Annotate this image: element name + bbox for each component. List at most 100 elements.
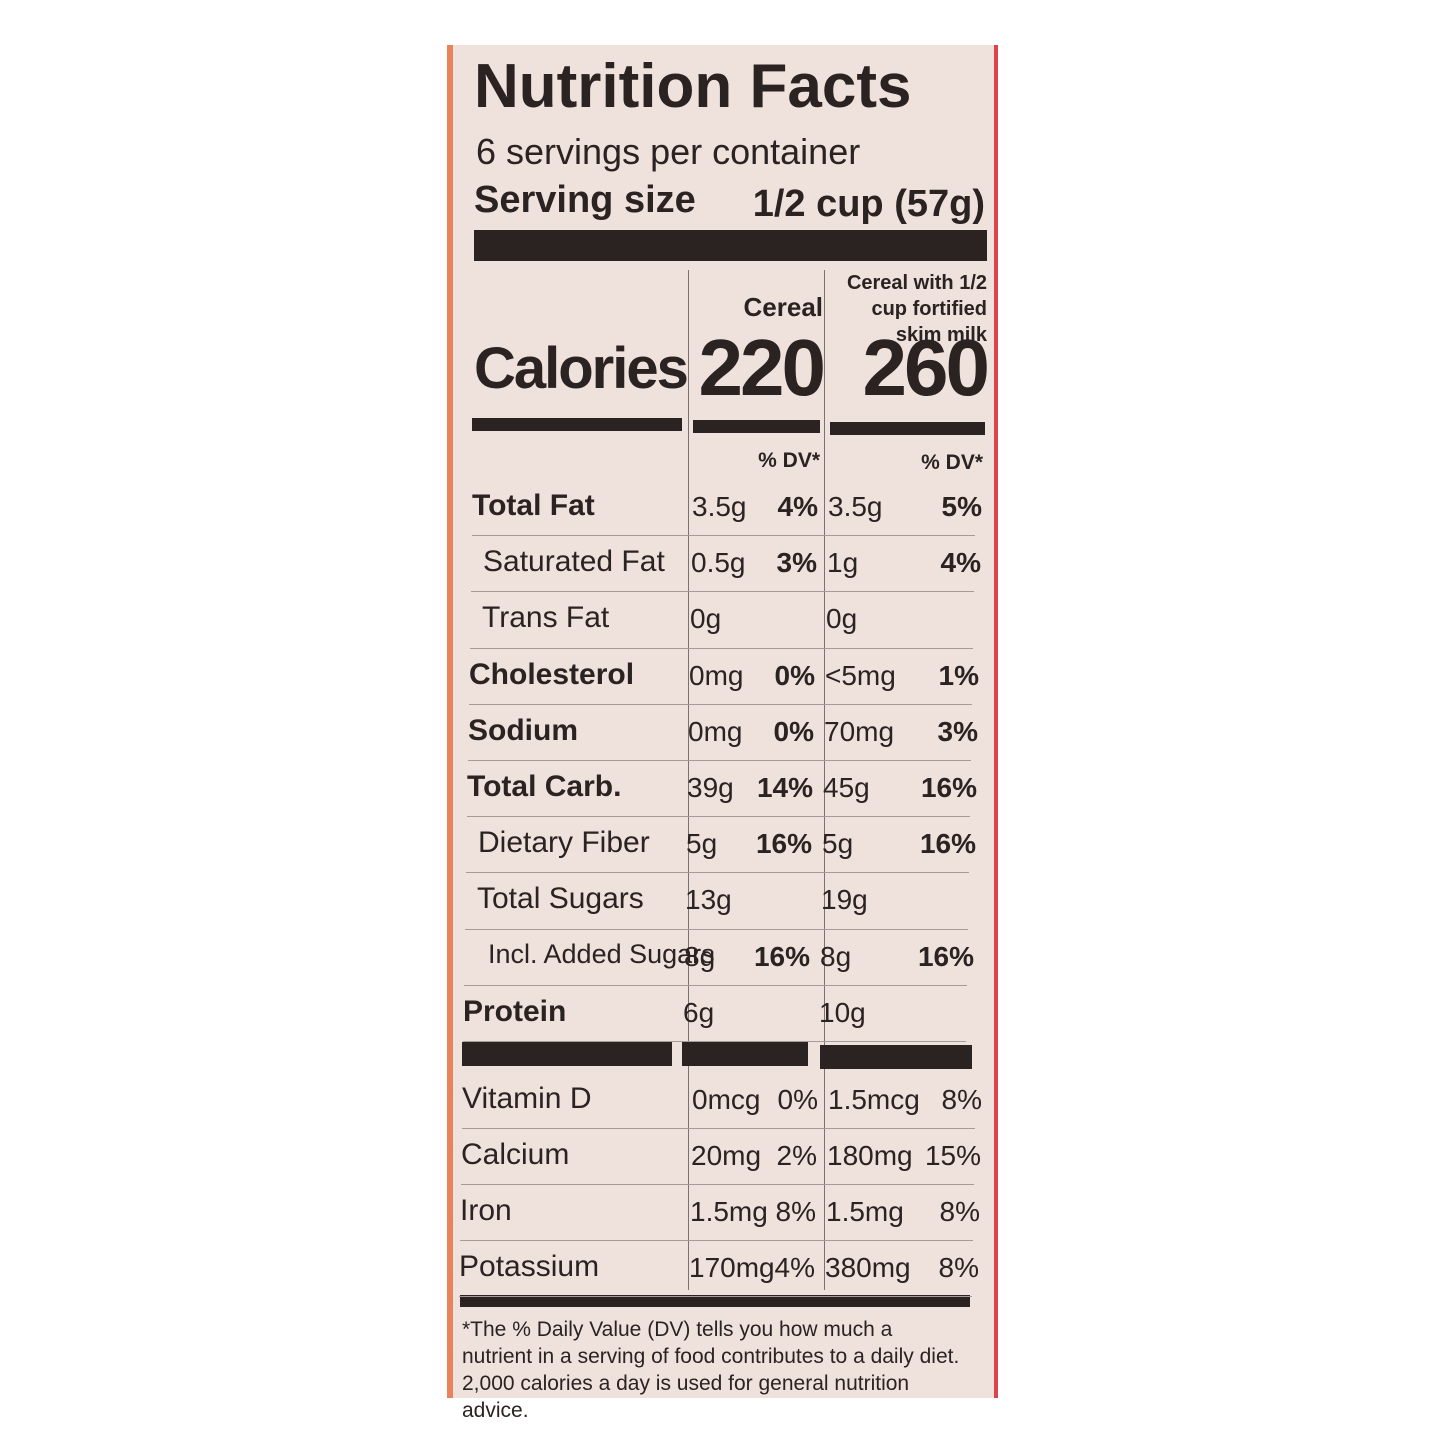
amount: 3.5g [692,491,747,522]
thick-bar [462,1042,672,1066]
nutrient-label: Incl. Added Sugars [488,938,715,969]
row-divider [466,872,969,874]
daily-value: 16% [920,772,977,803]
nutrient-label: Total Fat [472,489,595,522]
serving-size-value: 1/2 cup (57g) [752,183,985,225]
row-divider [471,591,974,593]
thick-bar [682,1042,808,1066]
daily-value: 16% [753,940,810,972]
thick-bar [474,230,987,261]
amount: 1g [827,547,859,579]
amount: 8g [820,940,852,972]
servings: 6 servings per container [476,131,861,172]
thick-bar [693,420,820,433]
daily-value: 2% [776,1140,817,1171]
daily-value: 0% [777,1084,818,1115]
row-divider [469,703,972,705]
nutrient-label: Cholesterol [469,657,635,691]
amount: 180mg [827,1140,913,1171]
daily-value: 14% [756,772,813,803]
amount: 0mg [688,715,743,747]
serving-size-label: Serving size [474,179,696,221]
amount: 19g [821,884,868,916]
amount: 3.5g [828,491,883,522]
row-divider [464,984,967,986]
amount: 70mg [824,715,895,747]
nutrient-label: Iron [460,1194,512,1227]
row-divider [465,928,968,930]
daily-value: 8% [775,1196,816,1227]
amount: 5g [822,828,854,860]
amount: 0mg [689,659,744,691]
amount: 170mg [689,1252,775,1283]
label-panel [447,45,998,1398]
amount: 1.5mg [690,1196,768,1227]
amount: 6g [683,996,715,1028]
nutrient-label: Total Sugars [477,882,644,916]
daily-value: 1% [938,659,979,691]
thick-bar [830,422,985,435]
nutrient-label: Total Carb. [467,770,622,803]
daily-value: 16% [919,828,976,860]
amount: 8g [684,940,716,972]
amount: 0mcg [692,1084,761,1115]
calories-label: Calories [474,336,689,401]
amount: 0g [826,603,858,635]
amount: 0.5g [691,547,746,579]
nutrient-label: Saturated Fat [483,545,665,579]
nutrient-label: Calcium [461,1138,570,1171]
daily-value: 8% [938,1252,979,1283]
daily-value: 4% [774,1252,815,1283]
row-divider [472,535,975,537]
nutrient-label: Protein [463,994,567,1028]
daily-value: 0% [774,659,815,691]
dv-header: % DV* [921,451,983,474]
amount: 20mg [691,1140,762,1171]
daily-value: 8% [941,1084,982,1115]
row-divider [468,759,971,761]
amount: 10g [819,996,866,1028]
title: Nutrition Facts [474,52,912,121]
row-divider [463,1040,966,1042]
row-divider [459,1296,972,1297]
amount: 45g [823,772,870,803]
row-divider [461,1184,974,1185]
column-divider [824,270,825,1290]
amount: 39g [687,772,734,803]
column-header: Cereal with 1/2 cup fortified skim milk [846,272,987,346]
amount: 380mg [825,1252,911,1283]
amount: 5g [686,828,718,860]
daily-value: 0% [773,715,814,747]
nutrient-label: Potassium [459,1250,600,1283]
row-divider [460,1240,973,1241]
daily-value: 3% [937,715,978,747]
calories-value: 220 [698,323,826,412]
amount: 1.5mg [826,1196,904,1227]
column-divider [688,270,689,1290]
amount: 13g [685,884,732,916]
dv-header: % DV* [758,449,820,472]
daily-value: 8% [939,1196,980,1227]
row-divider [470,647,973,649]
thick-bar [472,418,682,431]
footnote: *The % Daily Value (DV) tells you how mu… [462,1318,960,1422]
nutrient-label: Dietary Fiber [478,826,650,860]
row-divider [462,1128,975,1129]
daily-value: 3% [776,547,817,579]
column-header: Cereal [743,292,824,322]
daily-value: 4% [940,547,981,579]
amount: 0g [690,603,722,635]
daily-value: 5% [941,491,982,522]
daily-value: 4% [777,491,818,522]
amount: 1.5mcg [828,1084,920,1115]
daily-value: 16% [755,828,812,860]
nutrient-label: Sodium [468,713,578,747]
daily-value: 15% [924,1140,981,1171]
thick-bar [460,1295,970,1307]
nutrient-label: Trans Fat [482,601,610,635]
nutrient-label: Vitamin D [462,1082,592,1115]
thick-bar [820,1045,972,1069]
calories-value: 260 [862,323,990,412]
daily-value: 16% [917,940,974,972]
